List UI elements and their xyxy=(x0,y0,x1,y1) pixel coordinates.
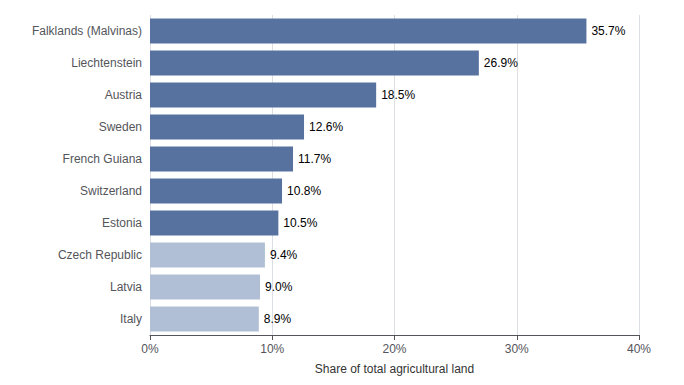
svg-text:40%: 40% xyxy=(627,342,651,356)
svg-text:Liechtenstein: Liechtenstein xyxy=(71,56,142,70)
svg-text:9.0%: 9.0% xyxy=(265,280,293,294)
svg-text:8.9%: 8.9% xyxy=(264,312,292,326)
svg-text:Share of total agricultural la: Share of total agricultural land xyxy=(315,362,474,376)
svg-text:French Guiana: French Guiana xyxy=(63,152,143,166)
svg-text:Italy: Italy xyxy=(120,312,142,326)
svg-text:Switzerland: Switzerland xyxy=(80,184,142,198)
svg-text:Czech Republic: Czech Republic xyxy=(58,248,142,262)
svg-text:Estonia: Estonia xyxy=(102,216,142,230)
svg-text:26.9%: 26.9% xyxy=(484,56,518,70)
svg-text:12.6%: 12.6% xyxy=(309,120,343,134)
svg-text:35.7%: 35.7% xyxy=(591,24,625,38)
svg-text:Falklands (Malvinas): Falklands (Malvinas) xyxy=(32,24,142,38)
svg-text:0%: 0% xyxy=(141,342,159,356)
svg-text:10.8%: 10.8% xyxy=(287,184,321,198)
svg-text:18.5%: 18.5% xyxy=(381,88,415,102)
svg-text:Sweden: Sweden xyxy=(99,120,142,134)
svg-text:30%: 30% xyxy=(505,342,529,356)
svg-text:10.5%: 10.5% xyxy=(283,216,317,230)
svg-text:10%: 10% xyxy=(260,342,284,356)
svg-text:Latvia: Latvia xyxy=(110,280,142,294)
svg-text:20%: 20% xyxy=(382,342,406,356)
svg-text:9.4%: 9.4% xyxy=(270,248,298,262)
svg-text:11.7%: 11.7% xyxy=(298,152,331,166)
svg-text:Austria: Austria xyxy=(105,88,143,102)
